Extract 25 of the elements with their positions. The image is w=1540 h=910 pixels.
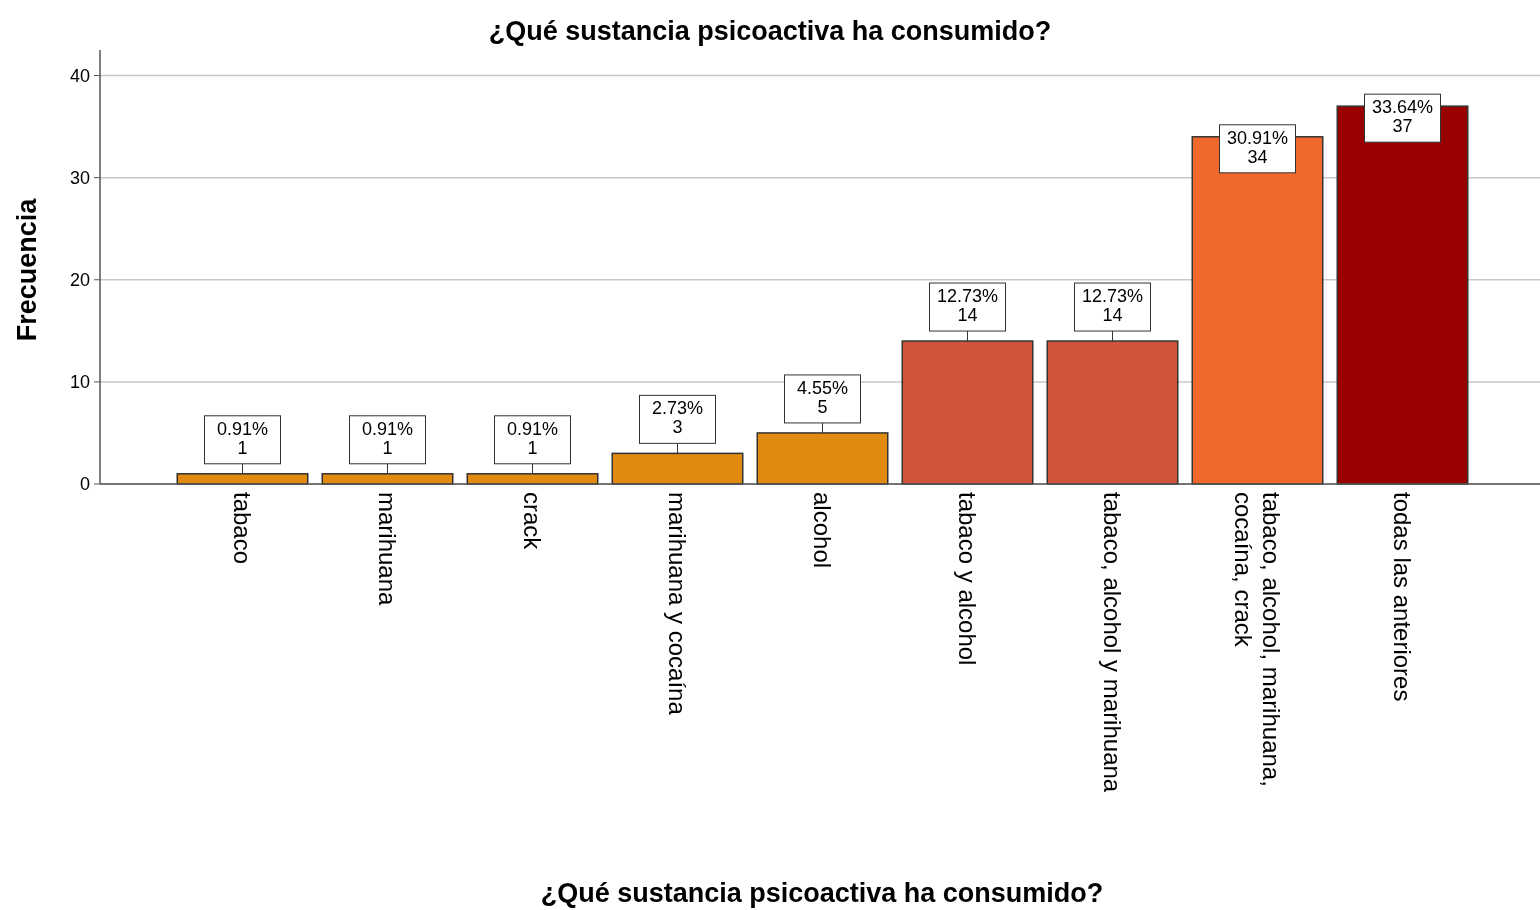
y-tick-label: 20 xyxy=(69,270,90,291)
y-axis-title: Frecuencia xyxy=(12,197,42,342)
y-tick-label: 40 xyxy=(69,65,90,86)
data-label: 12.73% 14 xyxy=(1081,286,1144,326)
x-tick-label: crack xyxy=(519,492,547,551)
data-label: 30.91% 34 xyxy=(1226,127,1289,167)
x-tick-label: marihuana y cocaína xyxy=(664,492,692,716)
x-axis-title: ¿Qué sustancia psicoactiva ha consumido? xyxy=(540,878,1104,908)
x-tick-label: tabaco, alcohol y marihuana xyxy=(1099,492,1127,793)
data-label: 4.55% 5 xyxy=(796,377,849,417)
x-tick-label: todas las anteriores xyxy=(1389,492,1417,702)
x-tick-label: tabaco y alcohol xyxy=(954,492,982,666)
y-tick-label: 0 xyxy=(79,474,90,495)
x-tick-label: alcohol xyxy=(809,492,837,569)
x-tick-label: tabaco xyxy=(229,492,257,565)
data-label: 33.64% 37 xyxy=(1371,97,1434,137)
y-tick-label: 30 xyxy=(69,167,90,188)
data-label: 0.91% 1 xyxy=(361,418,414,458)
data-label: 2.73% 3 xyxy=(651,398,704,438)
data-label: 0.91% 1 xyxy=(216,418,269,458)
chart-title: ¿Qué sustancia psicoactiva ha consumido? xyxy=(488,16,1052,46)
x-tick-label: marihuana xyxy=(374,492,402,607)
data-label: 12.73% 14 xyxy=(936,286,999,326)
y-tick-label: 10 xyxy=(69,372,90,393)
data-label: 0.91% 1 xyxy=(506,418,559,458)
